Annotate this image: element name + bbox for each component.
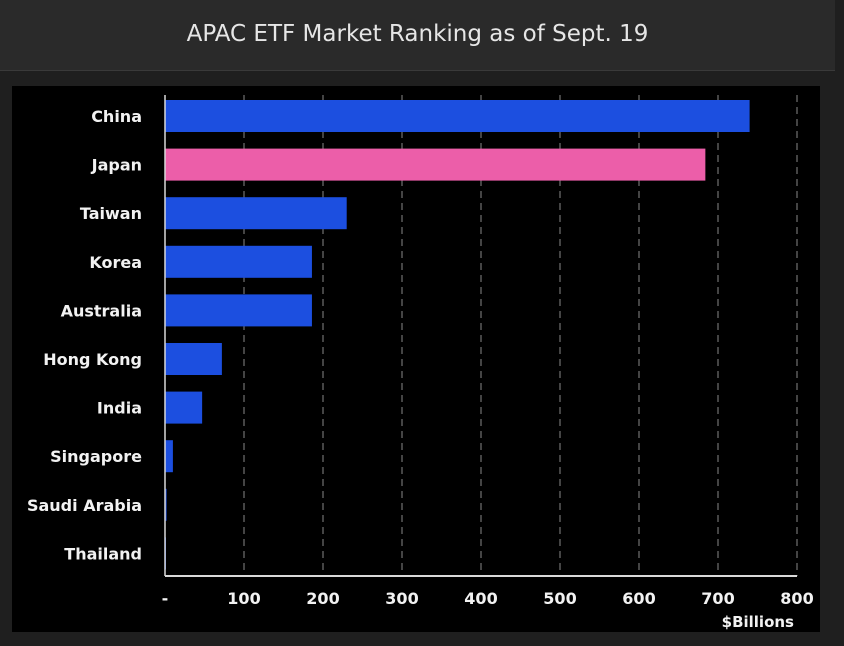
x-tick-label-400: 400	[464, 589, 497, 608]
x-axis-unit-label: $Billions	[722, 613, 794, 631]
x-tick-label-0: -	[162, 589, 169, 608]
bar-saudi-arabia	[165, 488, 167, 521]
category-label-singapore: Singapore	[50, 447, 142, 466]
x-tick-label-100: 100	[227, 589, 260, 608]
category-label-india: India	[97, 399, 142, 418]
x-tick-label-200: 200	[306, 589, 339, 608]
bars	[165, 100, 750, 570]
bar-singapore	[165, 440, 173, 473]
category-label-japan: Japan	[91, 156, 142, 175]
gridlines	[243, 95, 798, 576]
bar-japan	[165, 148, 706, 181]
category-labels: China Japan Taiwan Korea Australia Hong Kong I…	[27, 107, 142, 563]
category-label-korea: Korea	[89, 253, 142, 272]
x-tick-label-800: 800	[780, 589, 813, 608]
bar-taiwan	[165, 197, 347, 230]
bar-hong-kong	[165, 343, 222, 375]
x-tick-label-300: 300	[385, 589, 418, 608]
bar-china	[165, 100, 750, 132]
x-tick-labels: - 100 200 300 400 500 600 700 800	[162, 589, 814, 608]
x-tick-label-600: 600	[622, 589, 655, 608]
category-label-thailand: Thailand	[64, 544, 142, 563]
bar-korea	[165, 245, 312, 278]
category-label-saudi-arabia: Saudi Arabia	[27, 496, 142, 515]
title-bar: APAC ETF Market Ranking as of Sept. 19	[0, 0, 835, 71]
category-label-taiwan: Taiwan	[80, 204, 142, 223]
chart-title: APAC ETF Market Ranking as of Sept. 19	[186, 21, 649, 47]
bar-india	[165, 391, 203, 424]
x-tick-label-700: 700	[701, 589, 734, 608]
category-label-hong-kong: Hong Kong	[43, 350, 142, 369]
category-label-china: China	[91, 107, 142, 126]
category-label-australia: Australia	[61, 301, 142, 320]
bar-australia	[165, 294, 312, 327]
x-tick-label-500: 500	[543, 589, 576, 608]
